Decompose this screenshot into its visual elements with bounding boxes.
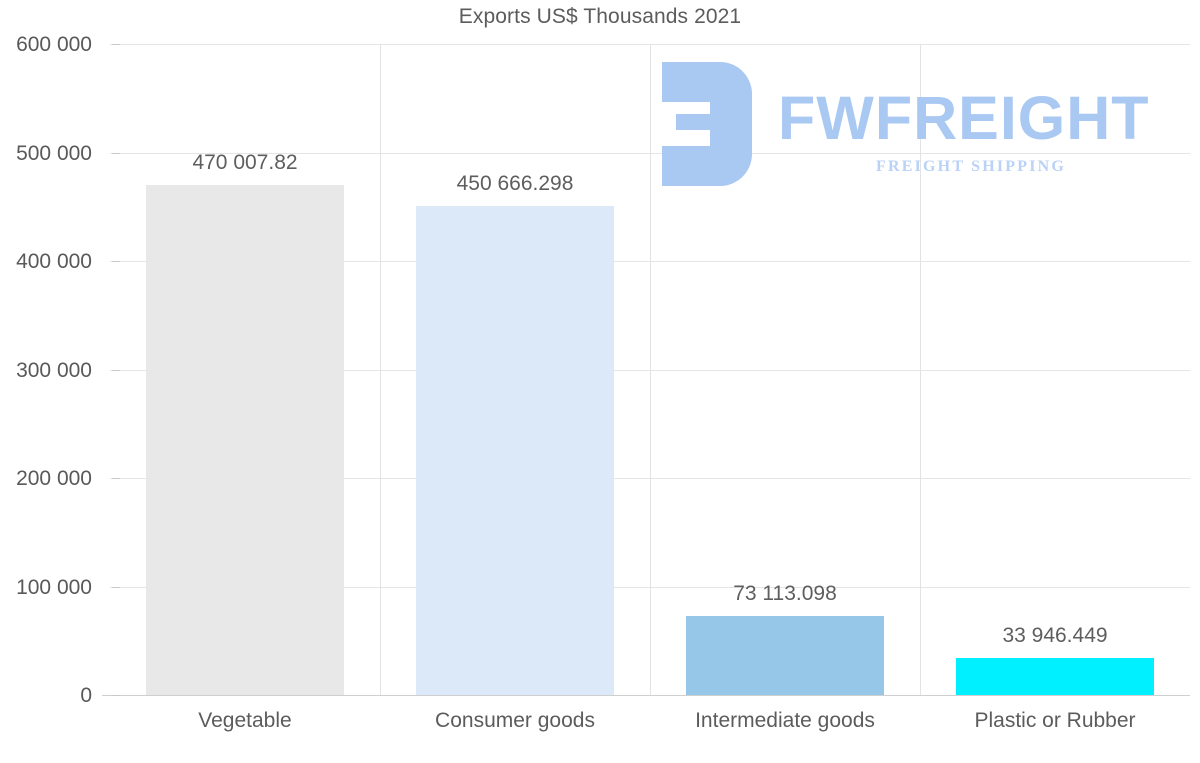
x-category-label: Consumer goods bbox=[435, 709, 595, 732]
x-category-label: Intermediate goods bbox=[695, 709, 875, 732]
chart-title: Exports US$ Thousands 2021 bbox=[458, 5, 742, 28]
x-category-label: Plastic or Rubber bbox=[974, 709, 1136, 732]
y-tick-mark bbox=[112, 261, 120, 262]
y-tick-mark bbox=[112, 695, 120, 696]
gridline-vertical bbox=[650, 44, 651, 695]
bar[interactable] bbox=[416, 206, 614, 695]
bar-value-label: 450 666.298 bbox=[456, 172, 574, 196]
y-tick-label: 600 000 bbox=[16, 33, 92, 56]
y-tick-label: 200 000 bbox=[16, 467, 92, 490]
x-category-label: Vegetable bbox=[198, 709, 292, 732]
bar-value-label: 73 113.098 bbox=[733, 581, 837, 605]
gridline-vertical bbox=[380, 44, 381, 695]
y-tick-label: 400 000 bbox=[16, 250, 92, 273]
y-tick-mark bbox=[112, 369, 120, 371]
x-axis-line bbox=[102, 695, 1190, 696]
y-tick-label: 100 000 bbox=[16, 575, 92, 599]
y-tick-label: 500 000 bbox=[16, 141, 92, 165]
bar-value-label: 33 946.449 bbox=[1002, 624, 1108, 648]
bar[interactable] bbox=[686, 615, 884, 695]
gridline-vertical bbox=[920, 44, 921, 695]
y-tick-label: 0 bbox=[80, 684, 92, 707]
y-tick-label: 300 000 bbox=[16, 358, 92, 382]
y-tick-mark bbox=[112, 478, 120, 479]
plot-area bbox=[102, 44, 1190, 696]
y-tick-mark bbox=[112, 152, 120, 154]
y-tick-mark bbox=[112, 586, 120, 588]
bar-value-label: 470 007.82 bbox=[192, 151, 298, 175]
bar[interactable] bbox=[956, 658, 1154, 695]
bar[interactable] bbox=[146, 185, 344, 695]
y-tick-mark bbox=[112, 44, 120, 45]
